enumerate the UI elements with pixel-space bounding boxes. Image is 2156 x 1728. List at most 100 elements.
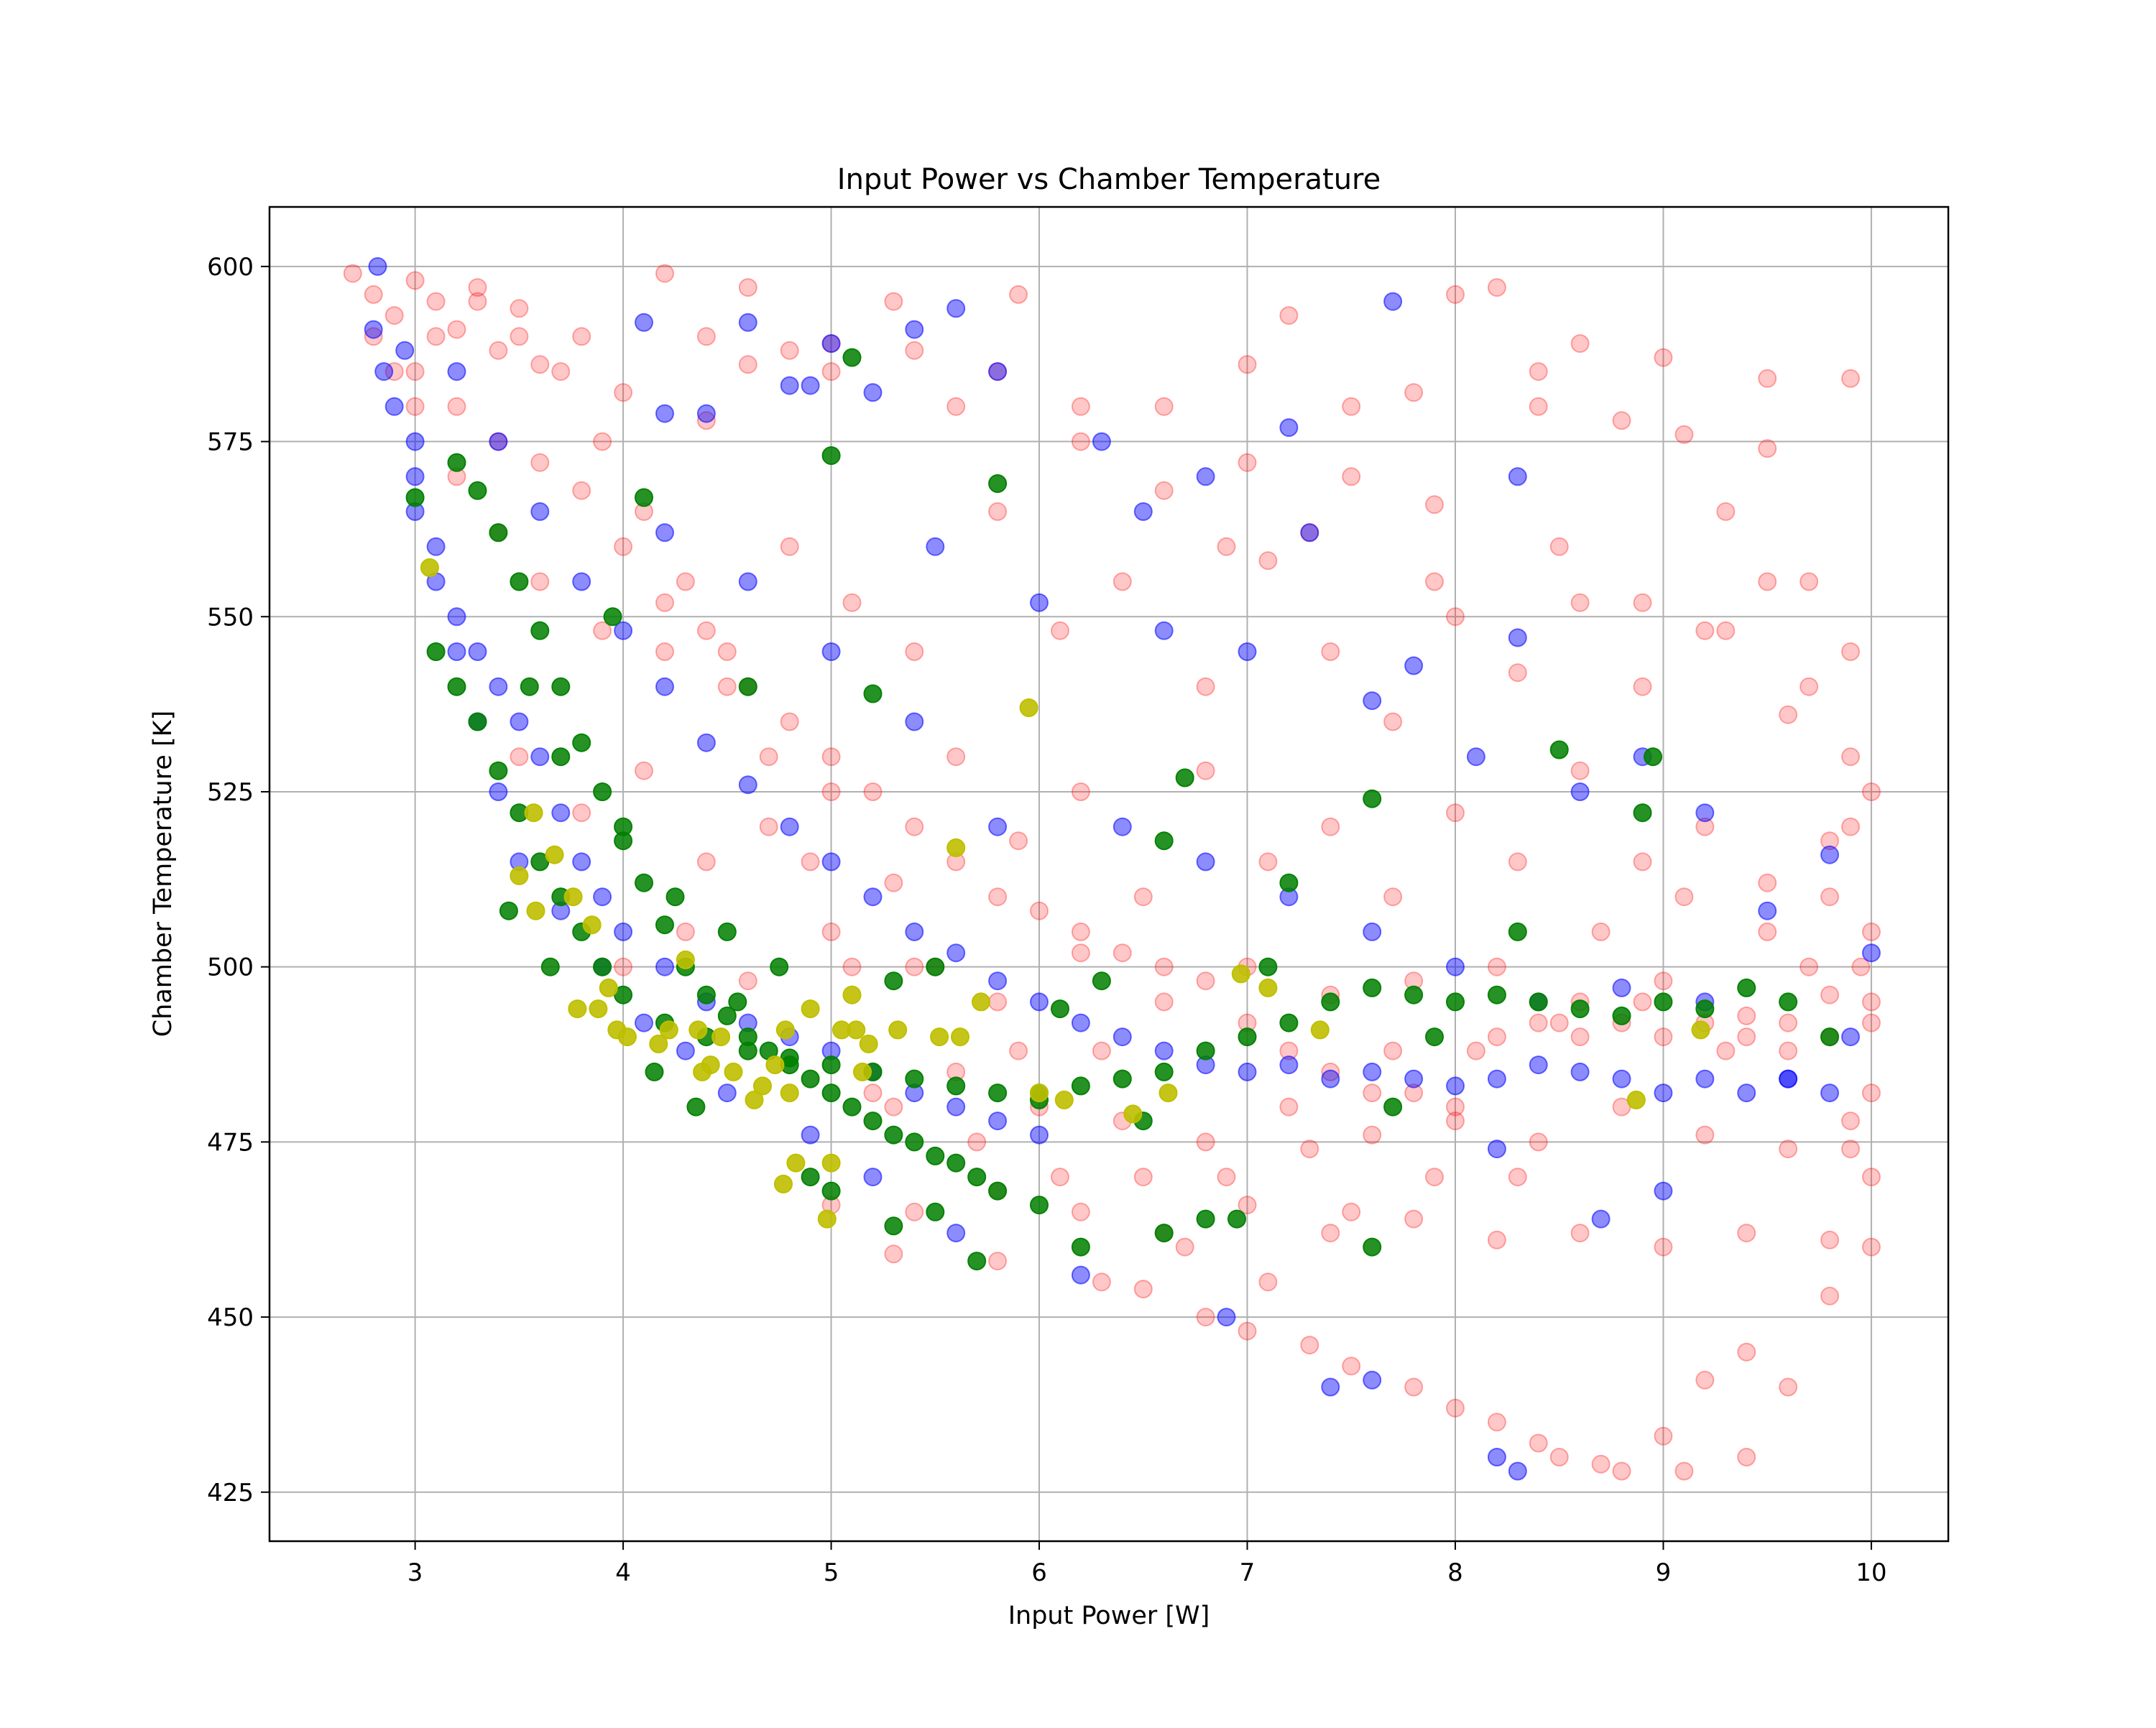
data-point [780, 537, 799, 556]
data-point [738, 313, 757, 332]
data-point [1300, 1140, 1319, 1159]
data-point [1779, 705, 1798, 724]
data-point [759, 747, 778, 767]
data-point [395, 341, 415, 360]
data-point [1030, 1125, 1049, 1145]
data-point [1363, 1062, 1382, 1081]
data-point [1363, 691, 1382, 711]
data-point [1487, 957, 1506, 976]
data-point [1133, 887, 1153, 907]
data-point [951, 1027, 969, 1047]
data-point [988, 992, 1008, 1012]
data-point [1529, 362, 1548, 382]
data-point [614, 383, 633, 402]
data-point [1570, 334, 1590, 354]
data-point [1487, 1027, 1506, 1047]
data-point [510, 712, 529, 731]
data-point [847, 1020, 866, 1040]
data-point [1612, 1069, 1631, 1089]
data-point [1279, 306, 1299, 325]
data-point [1800, 957, 1819, 976]
data-point [1051, 999, 1069, 1019]
data-point [1861, 782, 1881, 801]
data-point [1695, 1069, 1715, 1089]
data-point [1154, 831, 1174, 851]
data-point [1716, 1041, 1736, 1061]
data-point [696, 327, 716, 346]
data-point [524, 803, 543, 823]
data-point [1861, 922, 1881, 941]
data-point [1695, 621, 1715, 640]
data-point [946, 943, 966, 963]
data-point [696, 404, 716, 423]
data-point [1841, 642, 1860, 661]
data-point [765, 1055, 785, 1075]
data-point [930, 1027, 949, 1047]
data-point [520, 677, 539, 696]
data-point [988, 362, 1008, 382]
data-point [1654, 971, 1673, 991]
data-point [1820, 1084, 1839, 1103]
data-point [1258, 1272, 1278, 1292]
data-point [384, 397, 404, 416]
data-point [1404, 656, 1424, 675]
data-point [447, 362, 466, 382]
data-point [635, 488, 653, 507]
data-point [593, 782, 612, 801]
data-point [786, 1153, 806, 1173]
data-point [1383, 712, 1403, 731]
data-point [1644, 747, 1662, 767]
data-point [696, 411, 716, 430]
data-point [426, 642, 446, 661]
data-point [821, 1055, 841, 1075]
data-point [967, 1252, 987, 1271]
data-point [821, 642, 841, 661]
data-point [364, 285, 383, 304]
y-tick-label: 475 [207, 1128, 254, 1157]
data-point [1030, 593, 1049, 612]
data-point [696, 621, 716, 640]
data-point [1841, 1027, 1860, 1047]
data-point [817, 1209, 837, 1229]
data-point [905, 1132, 924, 1152]
data-point [1231, 964, 1250, 984]
data-point [563, 887, 583, 907]
data-point [593, 957, 612, 976]
data-point [572, 852, 591, 872]
data-point [603, 607, 622, 627]
data-point [1570, 761, 1590, 780]
data-point [1570, 593, 1590, 612]
data-point [1009, 831, 1028, 851]
data-point [1321, 1062, 1340, 1081]
data-point [774, 1174, 793, 1193]
data-point [1071, 1076, 1090, 1096]
data-point [1217, 1308, 1236, 1327]
data-point [1404, 1069, 1424, 1089]
data-point [1851, 957, 1871, 976]
data-point [759, 817, 778, 836]
data-point [572, 803, 591, 823]
data-point [510, 572, 529, 591]
data-point [775, 1020, 795, 1040]
data-point [635, 873, 653, 892]
data-point [724, 1062, 743, 1081]
data-point [853, 1062, 872, 1081]
data-point [589, 999, 608, 1019]
data-point [1175, 1237, 1194, 1257]
data-point [780, 376, 799, 395]
data-point [1279, 1097, 1299, 1117]
data-point [1508, 467, 1527, 486]
data-point [384, 306, 404, 325]
data-point [1446, 285, 1465, 304]
data-point [1363, 1125, 1382, 1145]
data-point [1196, 1132, 1215, 1152]
data-point [1321, 817, 1340, 836]
data-point [1009, 285, 1028, 304]
x-tick-label: 6 [1031, 1558, 1047, 1587]
data-point [946, 1224, 966, 1243]
data-point [1133, 1280, 1153, 1299]
data-point [1654, 348, 1673, 367]
y-tick-label: 425 [207, 1479, 254, 1507]
x-axis-label: Input Power [W] [1008, 1602, 1210, 1630]
data-point [1342, 1202, 1361, 1221]
